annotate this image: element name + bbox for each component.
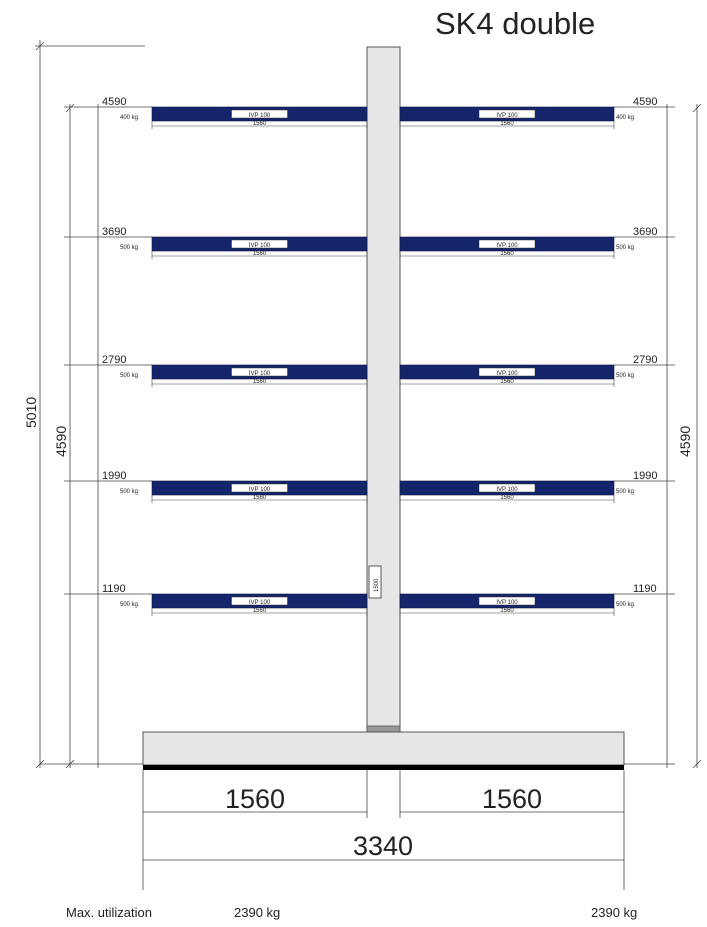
load-label-right-4: 500 kg: [616, 602, 634, 608]
arm-length-left-4: 1560: [253, 608, 267, 614]
left-height-label: 4590: [53, 426, 69, 457]
level-label-left-0: 4590: [102, 96, 126, 108]
level-label-right-3: 1990: [633, 470, 657, 482]
profile-label-right-3: IVP 100: [496, 487, 518, 493]
arm-length-right-0: 1560: [500, 121, 514, 127]
arm-length-right-1: 1560: [500, 251, 514, 257]
profile-label-right-0: IVP 100: [496, 113, 518, 119]
load-label-left-2: 500 kg: [120, 373, 138, 379]
column-label: 1500: [374, 578, 380, 592]
level-label-left-4: 1190: [102, 583, 126, 595]
profile-label-right-4: IVP 100: [496, 600, 518, 606]
profile-label-right-1: IVP 100: [496, 243, 518, 249]
profile-label-right-2: IVP 100: [496, 371, 518, 377]
profile-label-left-1: IVP 100: [249, 243, 271, 249]
load-label-right-2: 500 kg: [616, 373, 634, 379]
load-label-right-3: 500 kg: [616, 489, 634, 495]
level-label-right-2: 2790: [633, 354, 657, 366]
arm-length-left-2: 1560: [253, 379, 267, 385]
max-utilization-right: 2390 kg: [591, 905, 637, 920]
max-utilization-label: Max. utilization: [66, 905, 152, 920]
arm-length-left-0: 1560: [253, 121, 267, 127]
column: [367, 47, 400, 732]
load-label-left-4: 500 kg: [120, 602, 138, 608]
arm-length-left-3: 1560: [253, 495, 267, 501]
load-label-left-3: 500 kg: [120, 489, 138, 495]
half-width-right: 1560: [482, 784, 542, 814]
column-foot-plate: [367, 726, 400, 732]
load-label-right-1: 500 kg: [616, 245, 634, 251]
profile-label-left-3: IVP 100: [249, 487, 271, 493]
profile-label-left-0: IVP 100: [249, 113, 271, 119]
base: [143, 732, 624, 765]
level-label-left-1: 3690: [102, 226, 126, 238]
profile-label-left-4: IVP 100: [249, 600, 271, 606]
arm-length-right-3: 1560: [500, 495, 514, 501]
half-width-left: 1560: [225, 784, 285, 814]
arm-length-left-1: 1560: [253, 251, 267, 257]
load-label-right-0: 400 kg: [616, 115, 634, 121]
total-width-label: 3340: [353, 831, 413, 861]
arm-length-right-2: 1560: [500, 379, 514, 385]
load-label-left-1: 500 kg: [120, 245, 138, 251]
total-height-label: 5010: [23, 397, 39, 428]
profile-label-left-2: IVP 100: [249, 371, 271, 377]
base-bar: [143, 765, 624, 770]
level-label-right-1: 3690: [633, 226, 657, 238]
max-utilization-left: 2390 kg: [234, 905, 280, 920]
level-label-left-2: 2790: [102, 354, 126, 366]
right-height-label: 4590: [677, 426, 693, 457]
diagram-title: SK4 double: [435, 6, 595, 42]
arm-length-right-4: 1560: [500, 608, 514, 614]
load-label-left-0: 400 kg: [120, 115, 138, 121]
level-label-right-4: 1190: [633, 583, 657, 595]
level-label-left-3: 1990: [102, 470, 126, 482]
level-label-right-0: 4590: [633, 96, 657, 108]
